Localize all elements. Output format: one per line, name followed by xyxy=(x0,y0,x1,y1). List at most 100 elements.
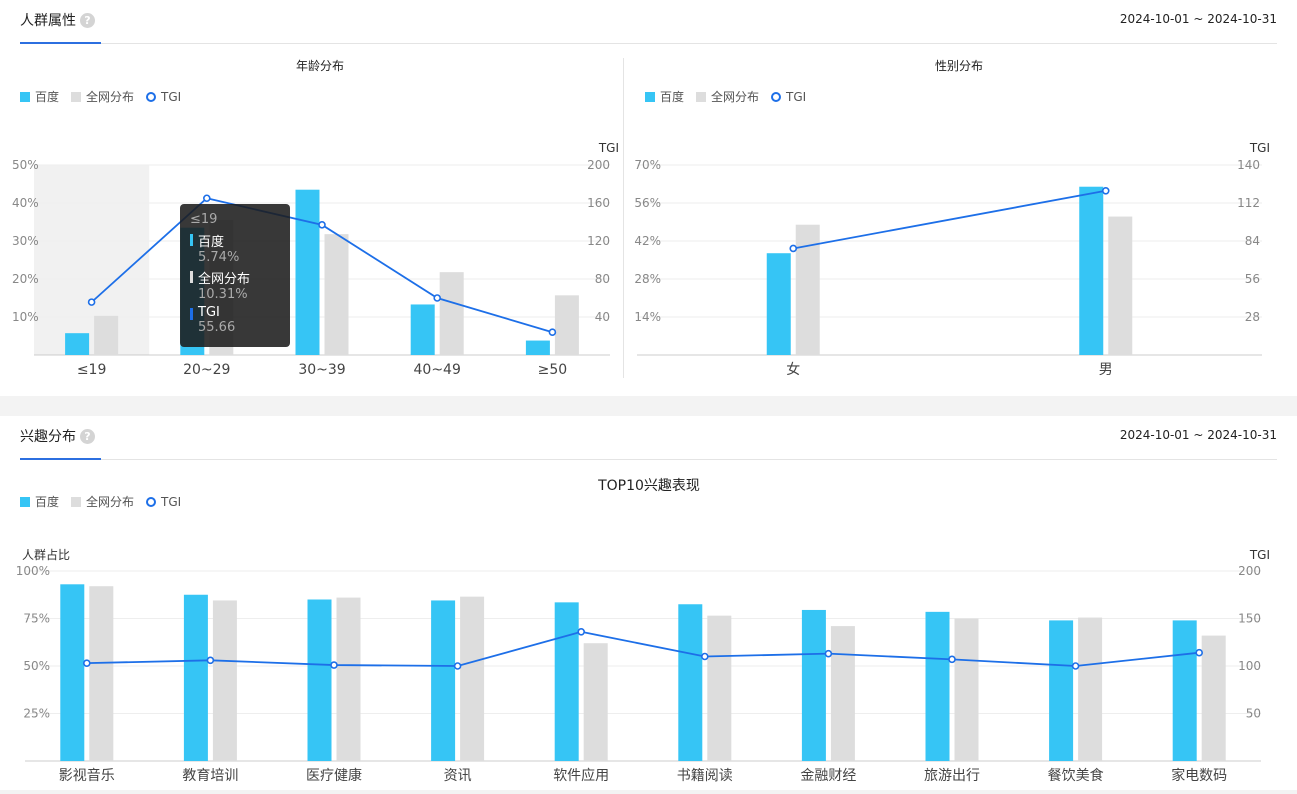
demographics-title: 人群属性 xyxy=(20,13,76,29)
hover-highlight xyxy=(34,165,150,355)
y2-tick-label: 140 xyxy=(1237,158,1260,172)
tooltip-name: 百度 xyxy=(198,235,225,250)
y-tick-label: 50% xyxy=(12,158,39,172)
bar-network xyxy=(554,295,579,355)
tooltip-item-network: 全网分布 10.31% xyxy=(190,268,280,302)
y-tick-label: 100% xyxy=(16,564,50,578)
y2-tick-label: 28 xyxy=(1245,310,1260,324)
bar-network xyxy=(954,618,979,761)
y2-tick-label: 100 xyxy=(1238,659,1261,673)
y-tick-label: 30% xyxy=(12,234,39,248)
legend-label: 百度 xyxy=(660,89,684,104)
y-tick-label: 40% xyxy=(12,196,39,210)
x-tick-label: 餐饮美食 xyxy=(1048,767,1104,784)
tgi-point xyxy=(548,328,557,337)
x-tick-label: 女 xyxy=(786,361,800,378)
bar-network xyxy=(336,597,361,761)
y2-tick-label: 160 xyxy=(587,196,610,210)
tooltip-value: 5.74% xyxy=(198,250,240,265)
bar-baidu xyxy=(801,609,826,761)
bar-baidu xyxy=(1172,620,1197,761)
legend-swatch xyxy=(645,92,655,102)
x-tick-label: 40~49 xyxy=(414,362,461,378)
x-tick-label: 20~29 xyxy=(183,362,230,378)
tgi-point xyxy=(87,298,96,306)
demographics-header: 人群属性? 2024-10-01 ~ 2024-10-31 xyxy=(20,0,1277,44)
bar-network xyxy=(1108,216,1133,355)
tgi-point xyxy=(1195,648,1203,657)
y-tick-label: 28% xyxy=(634,272,661,286)
y2-tick-label: 200 xyxy=(1238,564,1261,578)
tgi-point xyxy=(700,652,709,661)
bar-baidu xyxy=(307,599,332,761)
tgi-point xyxy=(330,661,338,669)
y-tick-label: 50% xyxy=(23,659,50,673)
legend-swatch xyxy=(71,497,81,507)
x-tick-label: 金融财经 xyxy=(800,768,856,784)
x-tick-label: 30~39 xyxy=(298,362,345,378)
tgi-point xyxy=(577,628,586,636)
legend-label: TGI xyxy=(785,90,806,104)
legend-label: 全网分布 xyxy=(86,494,134,509)
y2-tick-label: 50 xyxy=(1246,707,1261,721)
y-tick-label: 10% xyxy=(12,310,39,324)
bar-baidu xyxy=(1079,186,1104,355)
legend-label: 全网分布 xyxy=(711,89,759,104)
interests-card: 兴趣分布? 2024-10-01 ~ 2024-10-31 TOP10兴趣表现百… xyxy=(0,416,1297,790)
chart-title: 性别分布 xyxy=(935,59,983,73)
x-tick-label: 家电数码 xyxy=(1171,767,1227,784)
tgi-point xyxy=(1071,662,1080,670)
tooltip-item-tgi: TGI 55.66 xyxy=(190,305,280,335)
tooltip-marker-network xyxy=(190,271,193,283)
y2-tick-label: 84 xyxy=(1245,234,1260,248)
tgi-line xyxy=(90,197,553,334)
y2-axis-title: TGI xyxy=(598,141,619,155)
interests-title: 兴趣分布 xyxy=(20,429,76,445)
bar-network xyxy=(89,586,114,761)
y2-axis-title: TGI xyxy=(1249,548,1270,562)
interests-tab[interactable]: 兴趣分布? xyxy=(20,426,101,460)
tooltip-value: 55.66 xyxy=(198,320,236,335)
y-tick-label: 75% xyxy=(23,612,50,626)
y2-tick-label: 200 xyxy=(587,158,610,172)
y-tick-label: 70% xyxy=(634,158,661,172)
bar-baidu xyxy=(678,604,703,761)
bar-network xyxy=(324,234,349,355)
bar-network xyxy=(460,596,485,761)
x-tick-label: 教育培训 xyxy=(182,768,238,784)
x-tick-label: 影视音乐 xyxy=(59,767,115,784)
legend-label: 百度 xyxy=(35,89,59,104)
legend-swatch xyxy=(146,92,156,102)
bar-network xyxy=(1201,635,1226,761)
y2-tick-label: 80 xyxy=(595,272,610,286)
legend-label: TGI xyxy=(160,90,181,104)
y2-tick-label: 56 xyxy=(1245,272,1260,286)
tooltip-item-baidu: 百度 5.74% xyxy=(190,231,280,265)
x-tick-label: 医疗健康 xyxy=(306,767,362,784)
x-tick-label: ≥50 xyxy=(538,362,568,378)
help-icon[interactable]: ? xyxy=(80,428,95,444)
y-tick-label: 14% xyxy=(634,310,661,324)
legend-swatch xyxy=(20,92,30,102)
bar-baidu xyxy=(65,333,90,355)
interests-header: 兴趣分布? 2024-10-01 ~ 2024-10-31 xyxy=(20,416,1277,460)
tooltip-category: ≤19 xyxy=(190,212,218,227)
bar-baidu xyxy=(295,189,320,355)
y2-tick-label: 112 xyxy=(1237,196,1260,210)
bar-network xyxy=(707,615,732,761)
demographics-tab[interactable]: 人群属性? xyxy=(20,10,101,44)
y2-tick-label: 120 xyxy=(587,234,610,248)
interests-date-range: 2024-10-01 ~ 2024-10-31 xyxy=(1119,428,1277,442)
tgi-line xyxy=(86,630,1200,667)
x-tick-label: 旅游出行 xyxy=(924,768,980,784)
tooltip-value: 10.31% xyxy=(198,287,248,302)
x-tick-label: 男 xyxy=(1099,362,1113,378)
y-tick-label: 42% xyxy=(634,234,661,248)
x-tick-label: 书籍阅读 xyxy=(677,767,733,784)
chart-tooltip: ≤19 百度 5.74% 全网分布 10.31% TGI 55.66 xyxy=(180,204,290,347)
help-icon[interactable]: ? xyxy=(80,12,95,28)
tgi-point xyxy=(203,194,211,203)
bar-baidu xyxy=(410,304,435,355)
